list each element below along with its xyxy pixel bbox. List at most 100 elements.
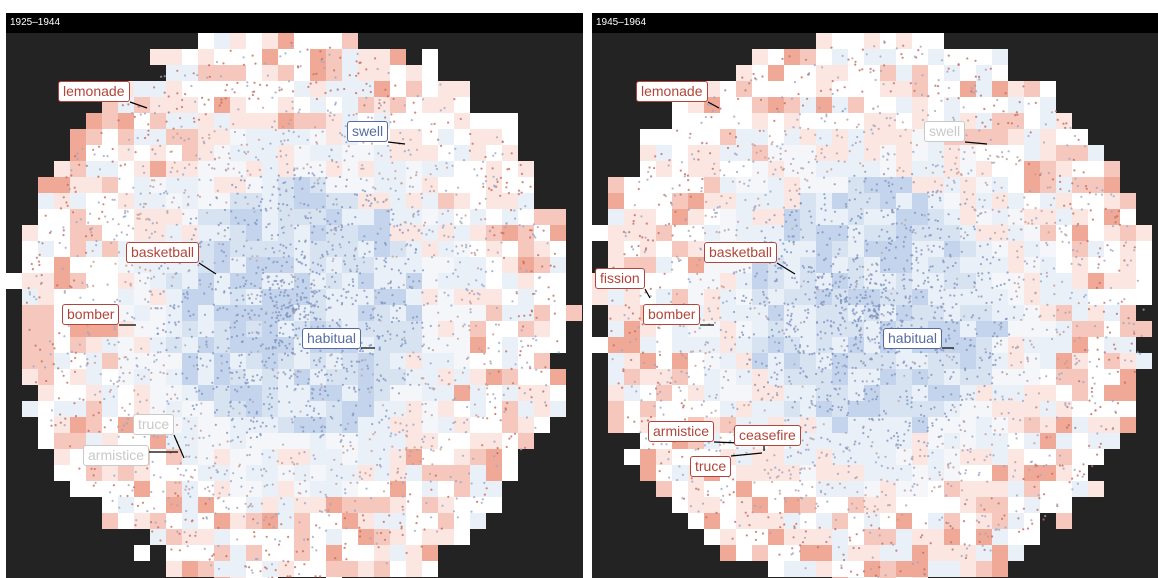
word-point [427,347,430,350]
word-point [229,292,232,295]
density-cell [166,369,182,385]
word-point [714,211,717,214]
density-cell [118,273,134,289]
word-point [304,215,307,218]
word-point [143,435,146,438]
word-point [999,339,1003,342]
word-point [889,90,892,93]
density-cell [214,513,230,529]
word-point [319,264,322,267]
density-cell [198,545,214,561]
word-point [390,432,393,435]
density-cell [720,305,736,321]
word-point [1015,510,1018,513]
word-point [222,260,225,263]
word-point [351,414,354,417]
density-cell [390,65,406,81]
word-point [476,174,479,177]
word-point [277,342,280,345]
word-point [354,216,357,219]
word-point [109,379,112,382]
word-point [207,98,210,101]
word-point [365,198,368,201]
word-point [293,174,296,177]
word-point [311,304,315,307]
density-cell [896,449,912,465]
word-point [359,177,362,180]
word-point [441,212,444,215]
word-point [227,167,230,170]
word-point [314,303,317,306]
density-cell [438,273,454,289]
word-point [117,341,120,344]
word-point [847,411,850,415]
word-point [433,122,436,125]
density-cell [534,321,550,337]
word-point [326,379,330,382]
word-point [285,110,288,113]
density-cell [800,193,816,209]
word-point [487,248,490,252]
word-point [320,369,323,372]
word-point [315,318,318,321]
word-point [965,179,968,182]
density-cell [944,145,960,161]
density-cell [326,353,342,369]
word-point [82,398,85,401]
word-point [35,275,38,278]
word-point [1015,290,1018,293]
word-point [422,335,425,338]
word-point [401,508,405,511]
word-point [350,364,353,368]
density-cell [278,545,294,561]
word-point [368,327,371,330]
word-point [409,153,412,156]
word-point [227,163,230,166]
word-point [342,260,346,263]
word-point [225,201,228,204]
density-cell [816,353,832,369]
density-cell [768,369,784,385]
density-cell [246,545,262,561]
word-point [194,534,197,537]
density-cell [454,449,470,465]
density-cell [246,353,262,369]
density-cell [880,257,896,273]
density-cell [198,209,214,225]
density-cell [992,193,1008,209]
word-point [889,366,892,369]
word-point [236,390,239,393]
word-point [1123,244,1126,247]
word-point [291,275,295,278]
word-point [309,166,312,169]
density-cell [624,289,640,305]
word-point [311,186,314,189]
density-cell [422,209,438,225]
word-point [394,421,397,424]
density-cell [800,209,816,225]
density-cell [342,193,358,209]
density-cell [704,529,720,545]
word-point [92,414,95,417]
word-point [257,332,260,335]
word-point [313,284,316,287]
word-point [840,566,843,570]
density-cell [1120,193,1136,209]
density-cell [992,353,1008,369]
word-point [349,206,352,209]
word-point [246,494,249,497]
density-cell [390,289,406,305]
density-cell [326,257,342,273]
word-point [261,278,264,281]
word-point [482,182,485,185]
density-cell [816,449,832,465]
word-point [277,400,281,403]
word-point [185,509,188,513]
word-point [61,370,64,373]
word-point [93,467,96,471]
density-cell [1040,257,1056,273]
word-point [540,370,543,373]
density-cell [704,481,720,497]
density-cell [470,177,486,193]
word-point [426,302,429,305]
